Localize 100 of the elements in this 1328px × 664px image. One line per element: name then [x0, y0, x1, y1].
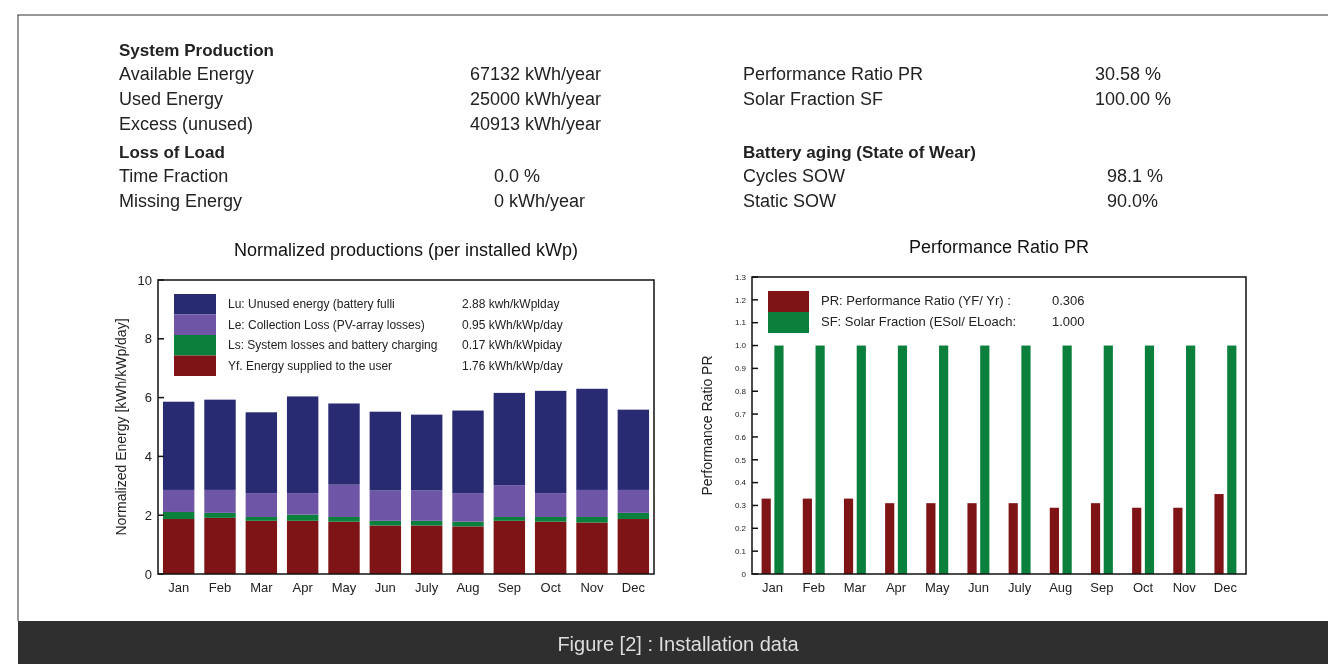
text: Battery aging (State of Wear): [743, 143, 977, 162]
bar: [493, 520, 526, 574]
x-tick-label: Dec: [621, 580, 646, 595]
bar: [843, 498, 854, 574]
y-tick-label: 1.2: [734, 295, 747, 305]
y-tick-label: 0.6: [734, 432, 747, 442]
y-tick-label: 0.1: [734, 546, 747, 556]
text: 100.00 %: [1095, 89, 1172, 109]
bar: [856, 345, 866, 574]
text: 98.1 %: [1107, 166, 1164, 186]
text: Available Energy: [119, 64, 254, 84]
x-tick-label: July: [415, 580, 439, 595]
bar: [534, 516, 567, 522]
y-tick-label: 0.8: [734, 387, 747, 397]
bar: [245, 493, 278, 517]
bar: [452, 526, 484, 574]
x-tick-label: Oct: [540, 580, 562, 595]
bar: [204, 399, 236, 490]
y-tick-label: 1.0: [734, 341, 747, 351]
bar: [897, 345, 908, 574]
annotation: 1.000: [1052, 314, 1085, 329]
text: Static SOW: [743, 191, 837, 211]
text: 30.58 %: [1095, 64, 1162, 84]
bar: [885, 503, 895, 574]
legend-label: Yf. Energy supplied to the user: [228, 358, 393, 373]
y-axis-title: Normalized Energy [kWh/kWp/day]: [113, 318, 129, 536]
x-tick-label: Jun: [374, 580, 396, 595]
bar: [245, 520, 278, 574]
bar: [926, 503, 936, 574]
annotation: 0.95 kWh/kWp/day: [462, 317, 563, 332]
y-tick-label: 2: [144, 507, 152, 523]
bar: [1173, 507, 1183, 574]
annotation: 1.76 kWh/kWp/day: [462, 358, 563, 373]
bar: [286, 514, 319, 521]
text: Loss of Load: [119, 143, 225, 162]
bar: [452, 410, 484, 494]
legend-label: SF: Solar Fraction (ESol/ ELoach:: [821, 314, 1017, 329]
y-tick-label: 0.5: [734, 455, 747, 465]
bar: [162, 511, 195, 520]
x-tick-label: Dec: [1213, 580, 1238, 595]
bar: [245, 516, 278, 521]
bar: [761, 498, 771, 574]
bar: [1144, 345, 1155, 574]
bar: [774, 345, 784, 574]
bar: [967, 503, 977, 574]
bar: [204, 512, 236, 518]
bar: [815, 345, 825, 574]
bar: [1090, 503, 1101, 574]
bar: [410, 490, 443, 521]
text: Solar Fraction SF: [743, 89, 884, 109]
bar: [493, 392, 526, 486]
y-tick-label: 0: [741, 569, 747, 579]
y-tick-label: 0.3: [734, 501, 747, 511]
bar: [576, 522, 608, 574]
text: Cycles SOW: [743, 166, 846, 186]
y-tick-label: 4: [144, 448, 152, 464]
x-tick-label: Apr: [885, 580, 907, 595]
text: Performance Ratio PR: [743, 64, 924, 84]
bar: [576, 516, 608, 523]
text: Figure [2] : Installation data: [557, 633, 800, 655]
text: Time Fraction: [119, 166, 229, 186]
bar: [1049, 507, 1059, 574]
bar: [1214, 494, 1224, 574]
bar: [162, 489, 195, 512]
bar: [162, 401, 195, 490]
text: Excess (unused): [119, 114, 254, 134]
y-tick-label: 0.2: [734, 524, 747, 534]
y-tick-label: 0.7: [734, 409, 747, 419]
bar: [534, 390, 567, 494]
bar: [617, 409, 650, 490]
chart-title: Normalized productions (per installed kWp): [233, 240, 579, 260]
legend-label: Le: Collection Loss (PV-array losses): [228, 317, 425, 332]
bar: [369, 490, 402, 521]
x-tick-label: Aug: [456, 580, 480, 595]
bar: [204, 489, 236, 513]
bar: [617, 489, 650, 513]
x-tick-label: Sep: [1090, 580, 1114, 595]
x-tick-label: May: [924, 580, 951, 595]
x-tick-label: Jun: [967, 580, 989, 595]
bar: [576, 388, 608, 490]
bar: [286, 493, 319, 515]
annotation: 0.306: [1052, 293, 1085, 308]
x-tick-label: Feb: [802, 580, 825, 595]
text: Missing Energy: [119, 191, 243, 211]
chart-title: Performance Ratio PR: [908, 237, 1090, 257]
x-tick-label: Sep: [497, 580, 521, 595]
x-tick-label: Feb: [208, 580, 232, 595]
bar: [245, 412, 278, 494]
x-tick-label: Jan: [762, 580, 784, 595]
bar: [617, 519, 650, 574]
x-tick-label: Aug: [1049, 580, 1073, 595]
bar: [1227, 345, 1237, 574]
legend-label: Ls: System losses and battery charging: [228, 338, 438, 352]
bar: [410, 414, 443, 491]
bar: [1103, 345, 1113, 574]
bar: [493, 516, 526, 521]
bar: [452, 493, 484, 522]
y-tick-label: 8: [144, 331, 152, 347]
bar: [369, 525, 402, 574]
bar: [369, 411, 402, 491]
